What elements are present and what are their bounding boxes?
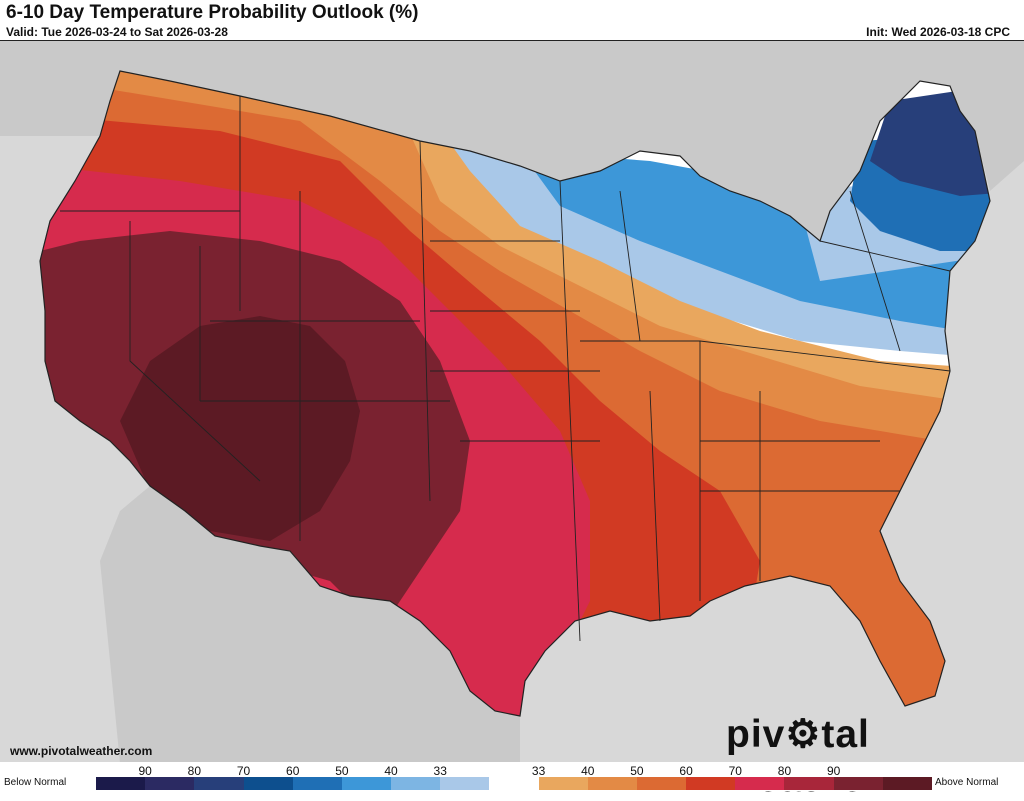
legend-tick-label: 60 <box>286 764 300 778</box>
legend-swatch <box>784 777 834 790</box>
legend-tick-label: 33 <box>433 764 447 778</box>
legend-tick-label: 40 <box>581 764 595 778</box>
legend-above-label: Above Normal <box>935 777 999 788</box>
color-legend: 90 80 70 60 50 40 33 33 40 50 60 70 80 90 Below Norma… <box>0 762 1024 791</box>
outlook-map <box>0 40 1024 763</box>
legend-tick-label: 40 <box>384 764 398 778</box>
legend-swatch <box>538 777 588 790</box>
legend-tick-label: 50 <box>335 764 349 778</box>
legend-swatch <box>96 777 146 790</box>
legend-swatch <box>391 777 441 790</box>
canada-land <box>0 41 1024 241</box>
legend-swatch <box>636 777 687 790</box>
band-below-50 <box>520 151 990 341</box>
legend-tick-label: 70 <box>236 764 251 778</box>
valid-period: Valid: Tue 2026-03-24 to Sat 2026-03-28 <box>6 25 228 39</box>
legend-swatch <box>686 777 736 790</box>
legend-tick-label: 50 <box>630 764 644 778</box>
legend-tick-label: 80 <box>777 764 792 778</box>
gear-icon: ⚙ <box>785 713 822 756</box>
legend-swatch <box>243 777 293 790</box>
legend-tick-label: 60 <box>679 764 693 778</box>
state-boundaries <box>60 96 951 642</box>
init-time: Init: Wed 2026-03-18 CPC <box>866 25 1010 39</box>
outlook-map-svg <box>0 41 1024 763</box>
legend-swatch <box>145 777 195 790</box>
legend-swatch <box>882 777 932 790</box>
legend-tick-label: 80 <box>187 764 202 778</box>
legend-tick-label: 90 <box>826 764 841 778</box>
legend-tick-labels: 90 80 70 60 50 40 33 33 40 50 60 70 80 90 <box>0 764 1024 778</box>
legend-tick-label: 33 <box>531 764 546 778</box>
page-title: 6-10 Day Temperature Probability Outlook… <box>6 2 419 23</box>
brand-prefix: piv <box>726 713 786 756</box>
legend-swatch <box>341 777 392 790</box>
legend-swatch <box>489 777 539 790</box>
legend-tick-label: 70 <box>728 764 742 778</box>
us-outline <box>39 70 991 717</box>
legend-tick-label: 90 <box>138 764 152 778</box>
legend-swatch <box>292 777 342 790</box>
legend-swatch <box>735 777 785 790</box>
legend-color-bar <box>96 777 932 790</box>
legend-below-label: Below Normal <box>4 777 67 788</box>
legend-swatch <box>833 777 883 790</box>
legend-swatch <box>440 777 490 790</box>
website-label: www.pivotalweather.com <box>10 744 153 758</box>
legend-swatch <box>194 777 244 790</box>
mexico-land <box>100 486 520 763</box>
legend-swatch <box>587 777 637 790</box>
